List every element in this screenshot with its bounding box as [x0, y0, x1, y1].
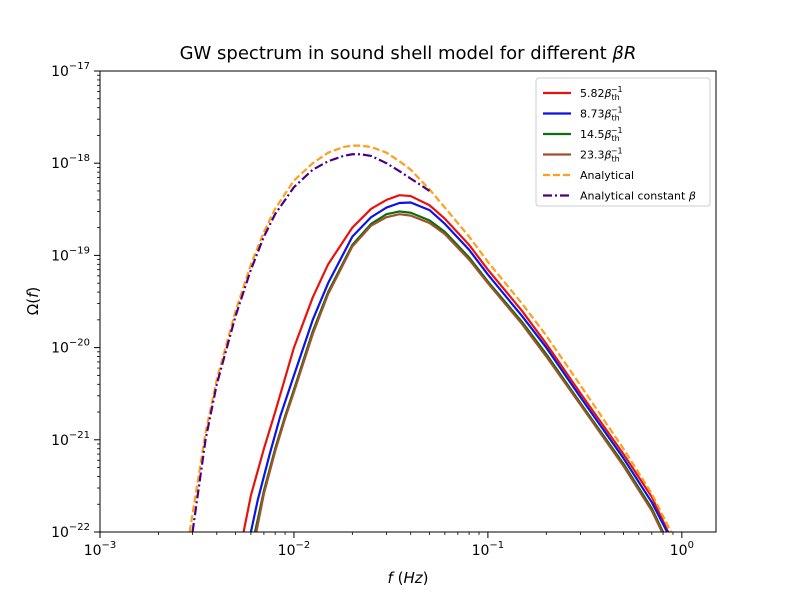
- series-line-5-82-th-1: [242, 194, 670, 532]
- series-layer: [188, 144, 673, 532]
- legend-frame: [535, 77, 711, 207]
- x-axis-label: f (Hz): [388, 569, 429, 587]
- y-axis-label: Ω(f): [24, 287, 42, 315]
- legend: 5.82βth−1 8.73βth−1 14.5βth−1 23.3βth−1 Anal…: [535, 77, 711, 207]
- legend-label-analytical: Analytical: [580, 169, 634, 182]
- series-line-8-73-th-1: [249, 201, 669, 532]
- plot-area: [99, 70, 717, 533]
- series-line-analytical: [188, 144, 673, 532]
- series-line-23-3-th-1: [255, 213, 663, 532]
- legend-label-analytical-constant: Analytical constant β: [580, 190, 696, 203]
- legend-label-8-73-th-1: 8.73βth−1: [580, 106, 623, 123]
- x-axis-ticks: 10−3 10−2 10−1 100: [84, 532, 694, 559]
- legend-label-23-3-th-1: 23.3βth−1: [580, 147, 623, 164]
- legend-label-14-5-th-1: 14.5βth−1: [580, 126, 623, 143]
- plot-frame: [99, 70, 717, 533]
- legend-label-5-82-th-1: 5.82βth−1: [580, 85, 623, 102]
- chart-title: GW spectrum in sound shell model for dif…: [180, 43, 637, 64]
- series-line-analytical-constant: [191, 153, 431, 532]
